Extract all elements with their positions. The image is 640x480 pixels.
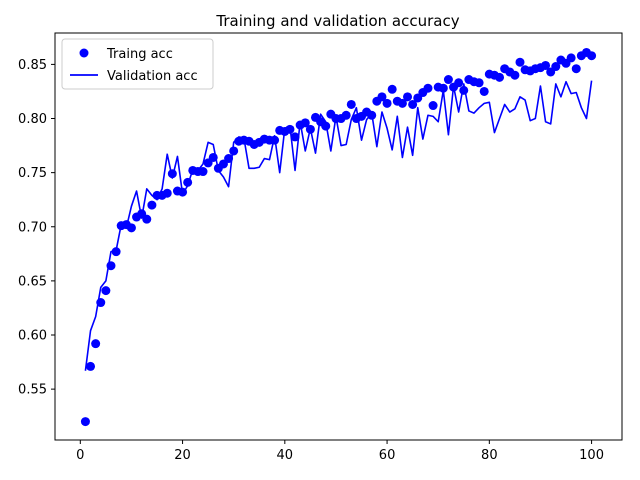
y-tick-label: 0.75: [18, 166, 47, 181]
y-axis: 0.55 0.60 0.65 0.70 0.75 0.80 0.85: [18, 58, 55, 398]
training-acc-point: [377, 92, 387, 102]
y-tick-label: 0.55: [18, 383, 47, 398]
training-acc-point: [428, 101, 438, 111]
training-acc-point: [510, 70, 520, 80]
training-acc-point: [367, 110, 377, 120]
chart-title: Training and validation accuracy: [215, 12, 459, 30]
y-tick-label: 0.60: [18, 329, 47, 344]
training-acc-point: [479, 86, 489, 96]
training-acc-point: [270, 135, 280, 145]
training-acc-point: [382, 98, 392, 108]
training-acc-point: [290, 132, 300, 142]
x-tick-label: 0: [76, 448, 84, 463]
y-tick-label: 0.70: [18, 220, 47, 235]
training-acc-point: [459, 85, 469, 95]
training-acc-point: [454, 78, 464, 88]
legend-marker-training: [79, 48, 89, 58]
training-acc-point: [515, 57, 525, 67]
training-acc-point: [397, 98, 407, 108]
training-acc-point: [80, 417, 90, 427]
training-acc-point: [198, 167, 208, 177]
plot-area: [55, 33, 622, 440]
training-acc-point: [126, 223, 136, 233]
training-acc-point: [86, 361, 96, 371]
training-acc-point: [566, 53, 576, 63]
training-acc-point: [408, 99, 418, 109]
training-acc-point: [111, 247, 121, 257]
training-acc-point: [106, 261, 116, 271]
training-acc-point: [224, 154, 234, 164]
x-tick-label: 80: [481, 448, 498, 463]
plot-frame: [54, 32, 623, 441]
training-acc-point: [321, 121, 331, 131]
training-acc-point: [300, 118, 310, 128]
training-acc-point: [142, 214, 152, 224]
training-acc-point: [346, 99, 356, 109]
training-acc-point: [96, 298, 106, 308]
training-acc-point: [305, 124, 315, 134]
training-acc-point: [551, 62, 561, 72]
y-tick-label: 0.85: [18, 58, 47, 73]
training-acc-point: [229, 146, 239, 156]
training-acc-point: [571, 64, 581, 74]
training-acc-point: [403, 92, 413, 102]
x-tick-label: 40: [277, 448, 294, 463]
training-acc-point: [387, 84, 397, 94]
training-acc-point: [438, 83, 448, 93]
training-acc-point: [495, 72, 505, 82]
training-acc-point: [587, 51, 597, 61]
x-tick-label: 20: [174, 448, 191, 463]
training-acc-point: [178, 187, 188, 197]
training-acc-point: [341, 110, 351, 120]
training-acc-point: [167, 169, 177, 179]
legend-label-validation: Validation acc: [107, 69, 198, 84]
training-acc-point: [474, 78, 484, 88]
x-tick-label: 60: [379, 448, 396, 463]
training-acc-point: [91, 339, 101, 349]
training-acc-point: [423, 83, 433, 93]
training-acc-point: [183, 177, 193, 187]
legend: Traing acc Validation acc: [61, 38, 214, 90]
training-acc-point: [101, 286, 111, 296]
x-axis: 0 20 40 60 80 100: [76, 440, 604, 463]
validation-acc-line: [84, 80, 593, 371]
legend-box: [61, 38, 214, 90]
training-acc-point: [541, 60, 551, 70]
x-tick-label: 100: [579, 448, 604, 463]
legend-label-training: Traing acc: [106, 47, 173, 62]
training-acc-point: [285, 124, 295, 134]
training-acc-point: [443, 75, 453, 85]
training-acc-point: [162, 188, 172, 198]
series-layer: [80, 47, 597, 427]
training-acc-point: [208, 152, 218, 162]
training-acc-point: [147, 200, 157, 210]
y-tick-label: 0.80: [18, 112, 47, 127]
y-tick-label: 0.65: [18, 274, 47, 289]
